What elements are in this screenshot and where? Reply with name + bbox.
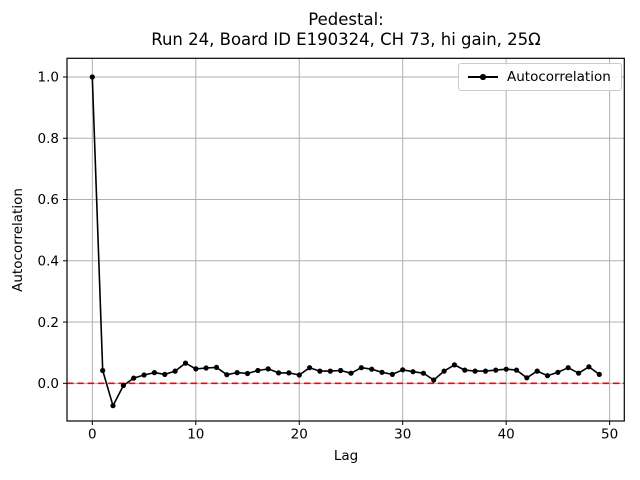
x-tick-label: 0 xyxy=(88,427,97,443)
data-point-marker xyxy=(182,360,189,366)
data-point-marker xyxy=(338,367,344,374)
legend-line-sample xyxy=(468,74,498,80)
data-point-marker xyxy=(131,375,137,381)
data-point-marker xyxy=(462,367,468,373)
y-tick-label: 0.4 xyxy=(38,253,59,269)
data-point-marker xyxy=(431,377,437,383)
data-point-marker xyxy=(586,364,592,370)
x-tick-label: 10 xyxy=(187,427,204,443)
chart-title-line2: Run 24, Board ID E190324, CH 73, hi gain… xyxy=(151,29,541,49)
data-point-marker xyxy=(110,403,116,409)
data-point-marker xyxy=(369,366,375,372)
series-line xyxy=(91,76,600,407)
data-point-marker xyxy=(203,365,209,371)
data-point-marker xyxy=(555,369,561,375)
data-point-marker xyxy=(596,371,602,377)
data-point-marker xyxy=(544,373,551,379)
data-point-marker xyxy=(534,368,540,374)
data-point-marker xyxy=(255,367,261,374)
data-point-marker xyxy=(213,364,220,370)
data-point-marker xyxy=(379,369,385,375)
x-axis-label: Lag xyxy=(333,448,359,464)
axes-frame xyxy=(66,57,625,422)
data-point-marker xyxy=(172,368,178,374)
data-point-marker xyxy=(224,372,230,378)
data-point-marker xyxy=(234,370,240,376)
data-point-marker xyxy=(307,365,313,371)
y-tick-label: 0.2 xyxy=(38,315,59,331)
data-point-marker xyxy=(410,369,416,375)
data-point-marker xyxy=(389,371,395,377)
data-point-marker xyxy=(524,375,530,381)
data-point-marker xyxy=(276,370,282,376)
data-point-marker xyxy=(89,74,95,80)
data-point-marker xyxy=(265,366,271,372)
legend: Autocorrelation xyxy=(458,63,622,91)
data-point-marker xyxy=(317,368,323,374)
data-point-marker xyxy=(451,362,457,368)
data-point-marker xyxy=(100,367,106,374)
data-point-marker xyxy=(120,382,126,389)
x-tick-label: 50 xyxy=(601,427,618,443)
x-tick-label: 40 xyxy=(498,427,515,443)
data-point-marker xyxy=(151,370,157,376)
data-point-marker xyxy=(482,368,489,374)
data-point-marker xyxy=(141,372,147,378)
chart-title-line1: Pedestal: xyxy=(308,10,384,29)
data-point-marker xyxy=(348,370,354,376)
data-point-marker xyxy=(576,370,582,376)
data-point-marker xyxy=(513,367,520,373)
data-point-marker xyxy=(400,367,406,373)
data-point-marker xyxy=(244,370,251,377)
data-point-marker xyxy=(193,366,199,372)
data-point-marker xyxy=(327,368,333,374)
data-point-marker xyxy=(162,371,168,377)
data-point-marker xyxy=(441,368,447,374)
axis-ticks: 0 10 20 30 40 50 0.0 0.2 0.4 0.6 0.8 1.0 xyxy=(38,70,619,443)
data-point-marker xyxy=(358,365,364,371)
x-tick-label: 20 xyxy=(291,427,308,443)
legend-marker-dot xyxy=(480,74,486,80)
data-point-marker xyxy=(493,367,499,373)
y-tick-label: 0.0 xyxy=(38,376,59,392)
y-tick-label: 0.8 xyxy=(38,131,59,147)
data-point-marker xyxy=(286,370,292,376)
y-tick-label: 0.6 xyxy=(38,192,59,208)
data-point-marker xyxy=(503,366,509,372)
chart-title: Pedestal: Run 24, Board ID E190324, CH 7… xyxy=(67,10,625,49)
y-axis-label: Autocorrelation xyxy=(10,188,26,292)
data-point-marker xyxy=(420,370,426,376)
gridlines xyxy=(67,58,625,421)
y-tick-label: 1.0 xyxy=(38,70,59,86)
data-point-marker xyxy=(565,365,571,371)
legend-label: Autocorrelation xyxy=(507,69,611,85)
x-tick-label: 30 xyxy=(394,427,411,443)
data-point-marker xyxy=(472,368,478,374)
series-autocorrelation xyxy=(89,74,602,409)
data-point-marker xyxy=(296,372,302,378)
